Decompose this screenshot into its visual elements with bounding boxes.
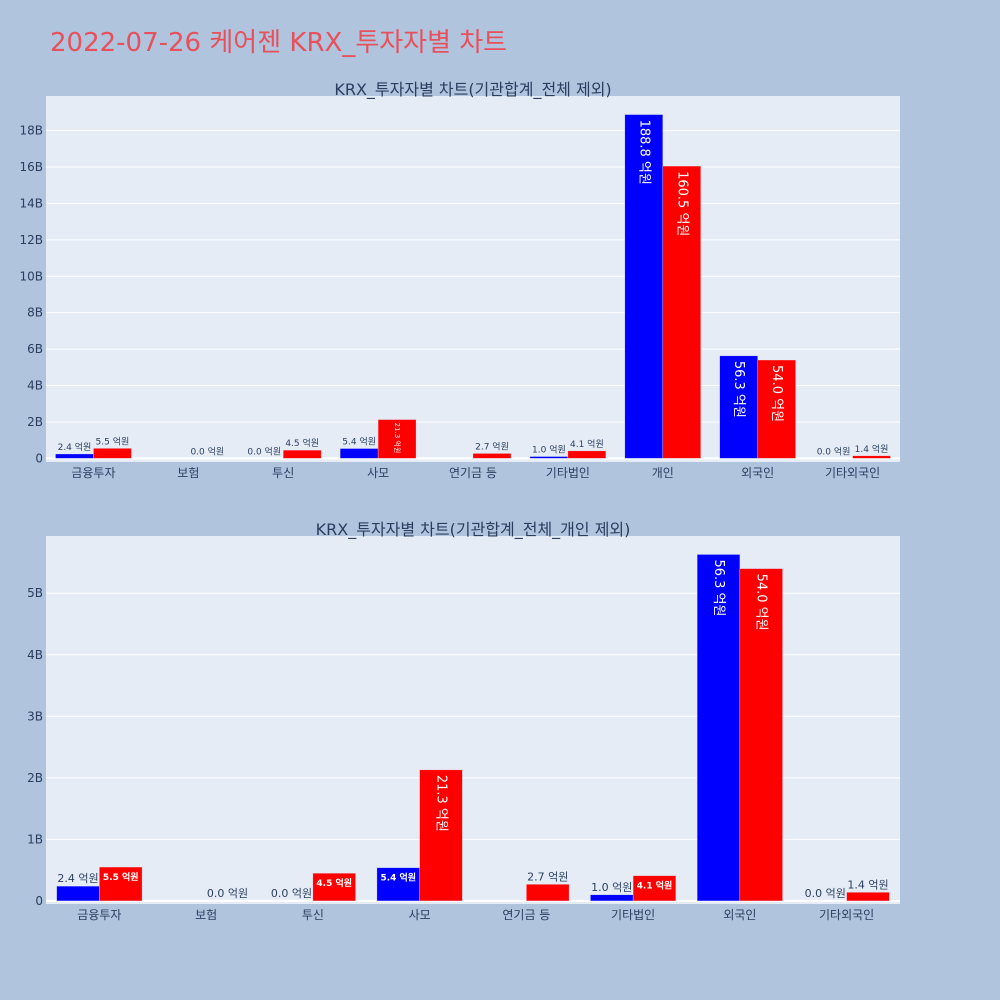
bar-data-label: 160.5 억원 [674, 171, 689, 236]
y-tick-label: 10B [19, 269, 43, 283]
bar [99, 866, 143, 902]
bar-data-label: 0.0 억원 [247, 445, 281, 457]
bar [377, 419, 417, 459]
y-tick-label: 4B [27, 648, 43, 662]
bar-data-label: 56.3 억원 [711, 559, 726, 616]
x-tick-label: 기타외국인 [819, 908, 874, 922]
y-tick-label: 0 [35, 451, 43, 465]
bar [93, 448, 132, 459]
bar [526, 884, 570, 902]
bar [590, 894, 634, 902]
x-tick-label: 연기금 등 [449, 466, 497, 480]
bar-data-label: 21.3 억원 [433, 775, 448, 832]
x-tick-label: 외국인 [741, 466, 774, 480]
bar-data-label: 2.4 억원 [57, 872, 98, 885]
y-tick-label: 2B [27, 415, 43, 429]
bar-data-label: 56.3 억원 [731, 361, 746, 418]
bar [632, 875, 677, 902]
bar-data-label: 1.0 억원 [532, 444, 566, 456]
bar [852, 455, 891, 459]
bar [662, 165, 701, 459]
bar-data-label: 4.5 억원 [316, 877, 352, 889]
y-tick-label: 1B [27, 832, 43, 846]
bar-data-label: 1.4 억원 [847, 878, 888, 891]
bar-data-label: 54.0 억원 [769, 365, 784, 422]
x-tick-label: 보험 [195, 908, 217, 922]
x-tick-label: 개인 [652, 466, 674, 480]
x-tick-label: 기타법인 [546, 466, 590, 480]
bar [419, 769, 463, 902]
y-tick-label: 14B [19, 196, 43, 210]
bar-data-label: 4.1 억원 [570, 438, 604, 450]
x-tick-label: 기타외국인 [825, 466, 880, 480]
y-tick-label: 3B [27, 709, 43, 723]
bar [846, 892, 890, 902]
chart-title: KRX_투자자별 차트(기관합계_전체_개인 제외) [316, 520, 631, 540]
x-tick-label: 보험 [177, 466, 199, 480]
bar-data-label: 2.4 억원 [58, 441, 92, 453]
bar [624, 114, 664, 459]
bar [739, 568, 783, 902]
bar-data-label: 0.0 억원 [207, 887, 248, 900]
bar-data-label: 4.5 억원 [285, 437, 319, 449]
x-tick-label: 투신 [272, 466, 294, 480]
x-tick-label: 사모 [409, 908, 431, 922]
bar [567, 450, 607, 459]
y-tick-label: 8B [27, 306, 43, 320]
bar-data-label: 5.4 억원 [342, 436, 376, 448]
x-tick-label: 연기금 등 [502, 908, 550, 922]
bar-data-label: 21.3 억원 [393, 423, 402, 454]
bar-data-label: 2.7 억원 [527, 870, 568, 883]
y-tick-label: 18B [19, 124, 43, 138]
bar [55, 453, 94, 459]
bar [719, 355, 758, 459]
bar [312, 872, 356, 902]
bar-data-label: 5.5 억원 [96, 435, 130, 447]
bar [529, 456, 569, 459]
chart-top: 0 2B 4B 6B 8B 10B 12B 14B 16B 18B KRX_투자자별 차트(기관합계… [19, 80, 900, 480]
bar-data-label: 1.0 억원 [591, 881, 632, 894]
page-title: 2022-07-26 케어젠 KRX_투자자별 차트 [50, 28, 508, 58]
bar [472, 453, 512, 459]
bar-data-label: 4.1 억원 [637, 880, 673, 892]
x-tick-label: 투신 [302, 908, 324, 922]
y-tick-label: 12B [19, 233, 43, 247]
bar-data-label: 5.5 억원 [103, 871, 139, 883]
bar-data-label: 0.0 억원 [190, 445, 224, 457]
bar [757, 359, 796, 459]
x-tick-label: 금융투자 [77, 908, 121, 922]
bar-data-label: 54.0 억원 [754, 574, 769, 631]
x-tick-label: 외국인 [723, 908, 756, 922]
y-tick-label: 0 [35, 894, 43, 908]
y-tick-label: 5B [27, 586, 43, 600]
x-tick-label: 금융투자 [71, 466, 115, 480]
chart-bottom: 0 1B 2B 3B 4B 5B KRX_투자자별 차트(기관합계_전체_개인 제외) 금융투… [27, 520, 900, 922]
bar-data-label: 0.0 억원 [817, 445, 851, 457]
bar-data-label: 5.4 억원 [380, 872, 416, 884]
bar-data-label: 2.7 억원 [475, 440, 509, 452]
bar-data-label: 0.0 억원 [805, 887, 846, 900]
bar [56, 885, 100, 902]
y-tick-label: 16B [19, 160, 43, 174]
bar [282, 449, 322, 459]
x-tick-label: 사모 [367, 466, 389, 480]
bar-data-label: 0.0 억원 [271, 887, 312, 900]
x-tick-label: 기타법인 [611, 908, 655, 922]
bar [376, 867, 420, 902]
bar [339, 448, 379, 459]
bar-data-label: 1.4 억원 [855, 443, 889, 455]
chart-title: KRX_투자자별 차트(기관합계_전체 제외) [334, 80, 611, 100]
bar-data-label: 188.8 억원 [636, 120, 651, 185]
y-tick-label: 6B [27, 342, 43, 356]
bar [696, 554, 741, 902]
y-tick-label: 4B [27, 379, 43, 393]
y-tick-label: 2B [27, 771, 43, 785]
